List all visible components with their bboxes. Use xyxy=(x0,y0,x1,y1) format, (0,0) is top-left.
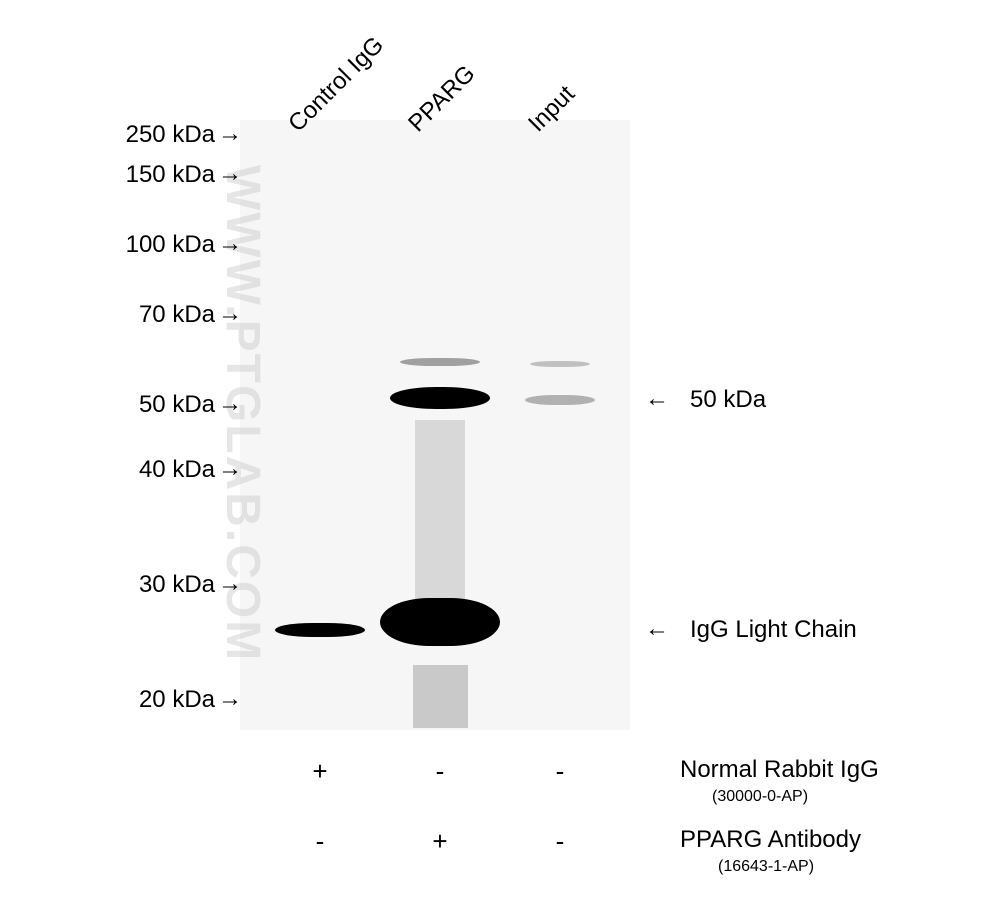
arrow-right-icon: → xyxy=(218,300,242,328)
arrow-right-icon: → xyxy=(218,120,242,148)
arrow-right-icon: → xyxy=(218,455,242,483)
mw-label: 70 kDa xyxy=(139,301,215,329)
condition-value: - xyxy=(545,826,575,857)
arrow-left-icon: ← xyxy=(645,385,669,413)
arrow-right-icon: → xyxy=(218,160,242,188)
arrow-right-icon: → xyxy=(218,230,242,258)
arrow-left-icon: ← xyxy=(645,615,669,643)
figure-container: WWW.PTGLAB.COM 250 kDa→150 kDa→100 kDa→7… xyxy=(0,0,1000,903)
annotation-label: IgG Light Chain xyxy=(690,616,857,644)
condition-value: - xyxy=(425,756,455,787)
condition-label: PPARG Antibody xyxy=(680,826,861,854)
mw-label: 150 kDa xyxy=(126,161,215,189)
blot-band xyxy=(525,395,595,405)
blot-smear xyxy=(413,665,468,728)
blot-band xyxy=(275,623,365,637)
condition-sublabel: (30000-0-AP) xyxy=(712,788,808,806)
mw-label: 100 kDa xyxy=(126,231,215,259)
condition-value: + xyxy=(305,756,335,787)
condition-value: - xyxy=(545,756,575,787)
blot-band xyxy=(380,598,500,646)
mw-label: 40 kDa xyxy=(139,456,215,484)
blot-band xyxy=(530,361,590,367)
arrow-right-icon: → xyxy=(218,390,242,418)
arrow-right-icon: → xyxy=(218,570,242,598)
blot-band xyxy=(400,358,480,366)
blot-band xyxy=(390,387,490,409)
condition-value: - xyxy=(305,826,335,857)
condition-sublabel: (16643-1-AP) xyxy=(718,858,814,876)
mw-label: 250 kDa xyxy=(126,121,215,149)
mw-label: 30 kDa xyxy=(139,571,215,599)
annotation-label: 50 kDa xyxy=(690,386,766,414)
condition-label: Normal Rabbit IgG xyxy=(680,756,879,784)
mw-label: 20 kDa xyxy=(139,686,215,714)
mw-label: 50 kDa xyxy=(139,391,215,419)
condition-value: + xyxy=(425,826,455,857)
blot-smear xyxy=(415,420,465,605)
arrow-right-icon: → xyxy=(218,685,242,713)
